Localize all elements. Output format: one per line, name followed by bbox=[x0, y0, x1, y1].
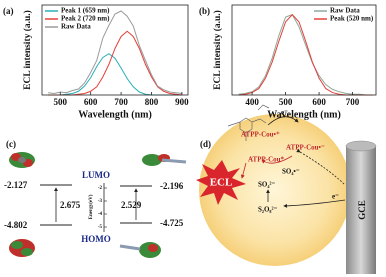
glow bbox=[199, 114, 351, 266]
energy-tick-label: -2 bbox=[98, 186, 103, 191]
x-tick-label: 800 bbox=[145, 97, 159, 107]
x-axis-label: Wavelength (nm) bbox=[267, 109, 341, 120]
chart: (b) 400 500 600 700 Wavelength (nm) ECL intens… bbox=[199, 4, 377, 120]
orbital-images bbox=[9, 152, 187, 258]
panel-label: (a) bbox=[3, 6, 14, 16]
x-tick-label: 700 bbox=[114, 97, 128, 107]
x-tick-label: 500 bbox=[54, 97, 68, 107]
electrode-label: GCE bbox=[357, 200, 367, 220]
arrow bbox=[261, 155, 293, 164]
lumo-energy: -2.196 bbox=[160, 181, 184, 191]
lumo-energy: -2.127 bbox=[4, 180, 28, 190]
homo-label: HOMO bbox=[81, 234, 111, 244]
chart: (a) 500 600 700 800 900 Wavelength (nm) ECL int… bbox=[3, 4, 189, 120]
legend-label: Peak 2 (720 nm) bbox=[61, 15, 110, 23]
species: ATPP-Cou* bbox=[248, 156, 285, 164]
panel-d: (d) GCE ECL e⁻ ATPP-Cou* ATPP-Cou•⁻ ATPP… bbox=[196, 104, 377, 274]
electrode-top bbox=[345, 140, 377, 152]
x-axis-label: Wavelength (nm) bbox=[78, 109, 152, 120]
homo-energy: -4.725 bbox=[160, 218, 184, 228]
gap-energy: 2.675 bbox=[60, 200, 81, 210]
x-tick-label: 600 bbox=[84, 97, 98, 107]
homo-energy: -4.802 bbox=[4, 220, 28, 230]
energy-tick-label: -3 bbox=[98, 199, 103, 204]
species: ATPP-Cou•⁻ bbox=[286, 144, 325, 152]
electrode bbox=[346, 146, 376, 274]
x-tick-label: 500 bbox=[279, 97, 293, 107]
x-tick-label: 700 bbox=[346, 97, 360, 107]
legend-label: Raw Data bbox=[61, 23, 91, 31]
molecule bbox=[227, 104, 270, 141]
plot-frame bbox=[231, 4, 377, 96]
energy-tick-label: -4 bbox=[98, 212, 103, 217]
ecl-label: ECL bbox=[210, 177, 233, 189]
ecl-burst bbox=[196, 160, 246, 205]
plot-frame bbox=[41, 4, 189, 96]
series-line bbox=[48, 10, 182, 95]
arrow bbox=[240, 162, 247, 179]
arrow bbox=[283, 199, 346, 208]
legend-label: Peak (520 nm) bbox=[330, 15, 374, 23]
electron: e⁻ bbox=[332, 193, 339, 201]
panel-label: (d) bbox=[200, 139, 211, 149]
x-tick-label: 600 bbox=[312, 97, 326, 107]
energy-ticks: -2 -3 -4 -5 bbox=[98, 186, 107, 230]
x-tick-label: 400 bbox=[245, 97, 259, 107]
species: ATPP-Cou•⁺ bbox=[241, 131, 280, 139]
gap-energy: 2.529 bbox=[121, 200, 142, 210]
species: SO₄•⁻ bbox=[282, 168, 300, 176]
species: S₂O₈²⁻ bbox=[258, 206, 278, 214]
panel-c: (c) -2.127 -4.802 2.675 -2.196 -4.725 2.… bbox=[4, 139, 187, 258]
series-line bbox=[238, 14, 373, 96]
energy-tick-label: -5 bbox=[98, 225, 103, 230]
lumo-label: LUMO bbox=[82, 170, 110, 180]
panel-label: (b) bbox=[199, 6, 210, 16]
series-line bbox=[48, 30, 182, 96]
arrow bbox=[267, 116, 299, 126]
y-axis-label: ECL intensity (a.u.) bbox=[212, 10, 223, 90]
legend-label: Raw Data bbox=[330, 7, 360, 15]
x-tick-label: 900 bbox=[175, 97, 189, 107]
panel-label: (c) bbox=[6, 139, 16, 149]
species: SO₄²⁻ bbox=[258, 181, 276, 189]
energy-axis-label: Energy(eV) bbox=[89, 194, 94, 219]
series-line bbox=[238, 13, 373, 96]
electron: e⁻ bbox=[281, 109, 288, 117]
legend-label: Peak 1 (659 nm) bbox=[61, 7, 110, 15]
y-axis-label: ECL intensity (a.u.) bbox=[22, 10, 33, 90]
